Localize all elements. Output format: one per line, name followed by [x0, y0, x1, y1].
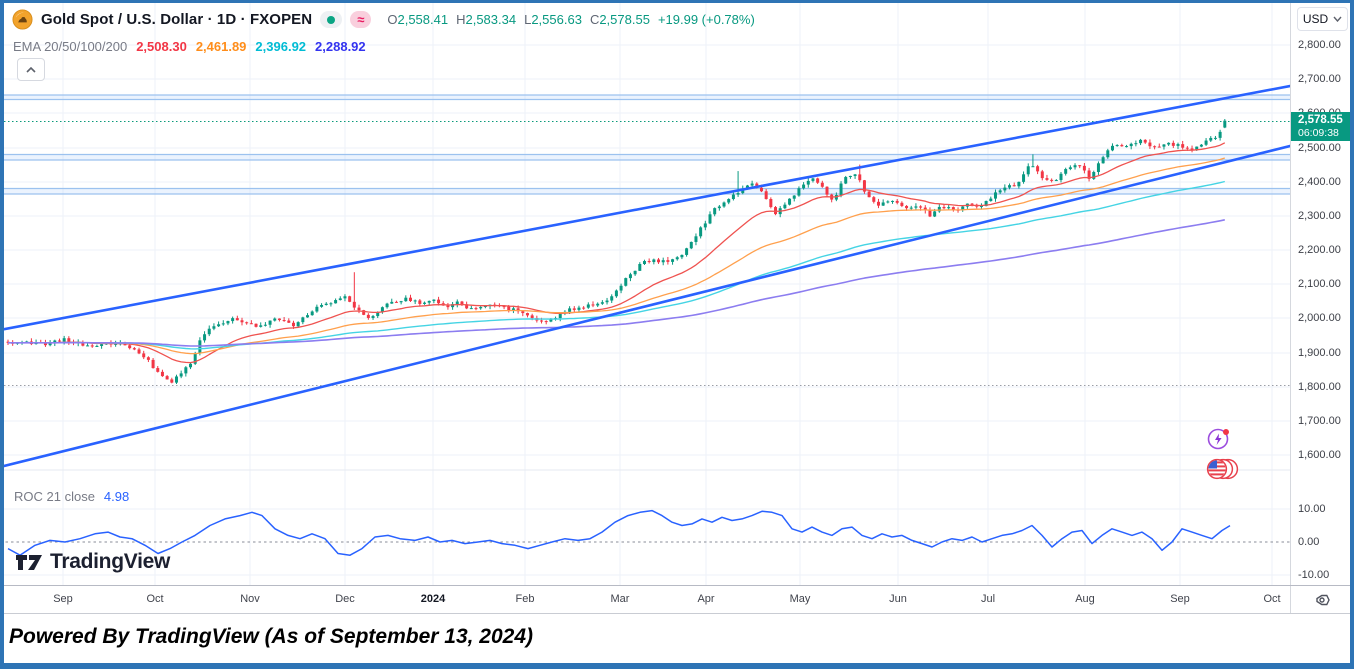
caption-band: Powered By TradingView (As of September …	[0, 613, 1354, 669]
price-axis-tick: 1,700.00	[1298, 415, 1341, 427]
roc-indicator-row: ROC 21 close 4.98	[14, 489, 129, 504]
time-axis-tick: Jul	[980, 593, 996, 605]
time-axis-tick: Sep	[53, 593, 73, 605]
ohlc-values: O2,558.41 H2,583.34 L2,556.63 C2,578.55 +19.…	[387, 12, 754, 27]
chart-widget-icons	[1206, 426, 1240, 481]
time-axis-tick: Mar	[610, 593, 630, 605]
collapse-panel-button[interactable]	[17, 58, 45, 81]
price-axis-tick: 10.00	[1298, 503, 1326, 515]
ema-value: 2,288.92	[315, 39, 366, 54]
time-axis-tick: Nov	[240, 593, 260, 605]
delayed-data-icon[interactable]: ≈	[350, 11, 372, 28]
price-axis-tick: 1,800.00	[1298, 381, 1341, 393]
time-axis-tick: Aug	[1075, 593, 1095, 605]
ema-indicator-row: EMA 20/50/100/200 2,508.30 2,461.89 2,396.…	[13, 39, 366, 54]
symbol-logo-icon	[12, 9, 33, 30]
ema-value: 2,461.89	[195, 39, 247, 54]
ohlc-part: L2,556.63	[524, 12, 582, 27]
time-axis-tick: 2024	[420, 593, 446, 605]
price-chart-canvas[interactable]	[0, 0, 1290, 585]
time-axis[interactable]: Sep Oct Nov Dec 2024 Feb Mar Apr May Jun Jul Aug Sep…	[0, 585, 1354, 614]
ema-value: 2,508.30	[136, 39, 187, 54]
price-axis-tick: 0.00	[1298, 536, 1320, 548]
price-axis-tick: 2,800.00	[1298, 39, 1341, 51]
price-axis-tick: 1,900.00	[1298, 347, 1341, 359]
roc-label[interactable]: ROC 21 close	[14, 489, 95, 504]
chevron-down-icon	[1333, 16, 1342, 22]
last-price-badge: 2,578.55 06:09:38	[1291, 112, 1354, 141]
time-axis-tick: Oct	[146, 593, 164, 605]
bar-countdown: 06:09:38	[1298, 127, 1339, 139]
price-axis-tick: 1,600.00	[1298, 449, 1341, 461]
time-axis-tick: Dec	[335, 593, 355, 605]
time-axis-tick: Oct	[1263, 593, 1281, 605]
caption-text: Powered By TradingView (As of September …	[9, 625, 534, 648]
time-axis-tick: Sep	[1170, 593, 1190, 605]
gear-icon	[1316, 594, 1330, 606]
price-axis-tick: -10.00	[1298, 569, 1330, 581]
ema-values: 2,508.30 2,461.89 2,396.92 2,288.92	[136, 39, 365, 54]
chart-header: Gold Spot / U.S. Dollar · 1D · FXOPEN ≈ …	[12, 9, 755, 30]
ohlc-part: O2,558.41	[387, 12, 449, 27]
time-axis-tick: Apr	[697, 593, 715, 605]
axis-settings-button[interactable]	[1306, 589, 1338, 611]
tradingview-logo[interactable]: TradingView	[16, 550, 170, 574]
last-price-value: 2,578.55	[1298, 114, 1343, 126]
price-axis-tick: 2,400.00	[1298, 176, 1341, 188]
time-axis-tick: Feb	[515, 593, 535, 605]
us-flags-icon[interactable]	[1206, 457, 1240, 481]
price-change: +19.99 (+0.78%)	[657, 12, 755, 27]
ohlc-part: C2,578.55	[589, 12, 650, 27]
currency-selector-button[interactable]: USD	[1297, 7, 1348, 31]
price-axis-tick: 2,700.00	[1298, 73, 1341, 85]
ema-label[interactable]: EMA 20/50/100/200	[13, 39, 128, 54]
axis-divider	[1290, 586, 1291, 614]
price-axis-tick: 2,000.00	[1298, 312, 1341, 324]
time-axis-tick: May	[789, 593, 811, 605]
ohlc-part: H2,583.34	[456, 12, 517, 27]
market-status-icon[interactable]	[320, 11, 343, 28]
chevron-up-icon	[26, 66, 36, 73]
price-axis-tick: 2,500.00	[1298, 142, 1341, 154]
flash-alert-icon[interactable]	[1206, 426, 1232, 452]
price-axis-tick: 2,200.00	[1298, 244, 1341, 256]
status-dot-icon	[327, 15, 336, 24]
time-axis-tick: Jun	[889, 593, 907, 605]
tradingview-mark-icon	[16, 555, 42, 570]
ema-value: 2,396.92	[255, 39, 307, 54]
symbol-title[interactable]: Gold Spot / U.S. Dollar · 1D · FXOPEN	[41, 11, 313, 28]
price-axis-tick: 2,300.00	[1298, 210, 1341, 222]
currency-label: USD	[1302, 12, 1329, 26]
price-axis[interactable]: USD 2,578.55 06:09:38 2,800.00 2,700.00 2,…	[1290, 0, 1354, 585]
roc-value: 4.98	[103, 489, 130, 504]
tradingview-logo-text: TradingView	[50, 550, 171, 573]
price-axis-tick: 2,100.00	[1298, 278, 1341, 290]
